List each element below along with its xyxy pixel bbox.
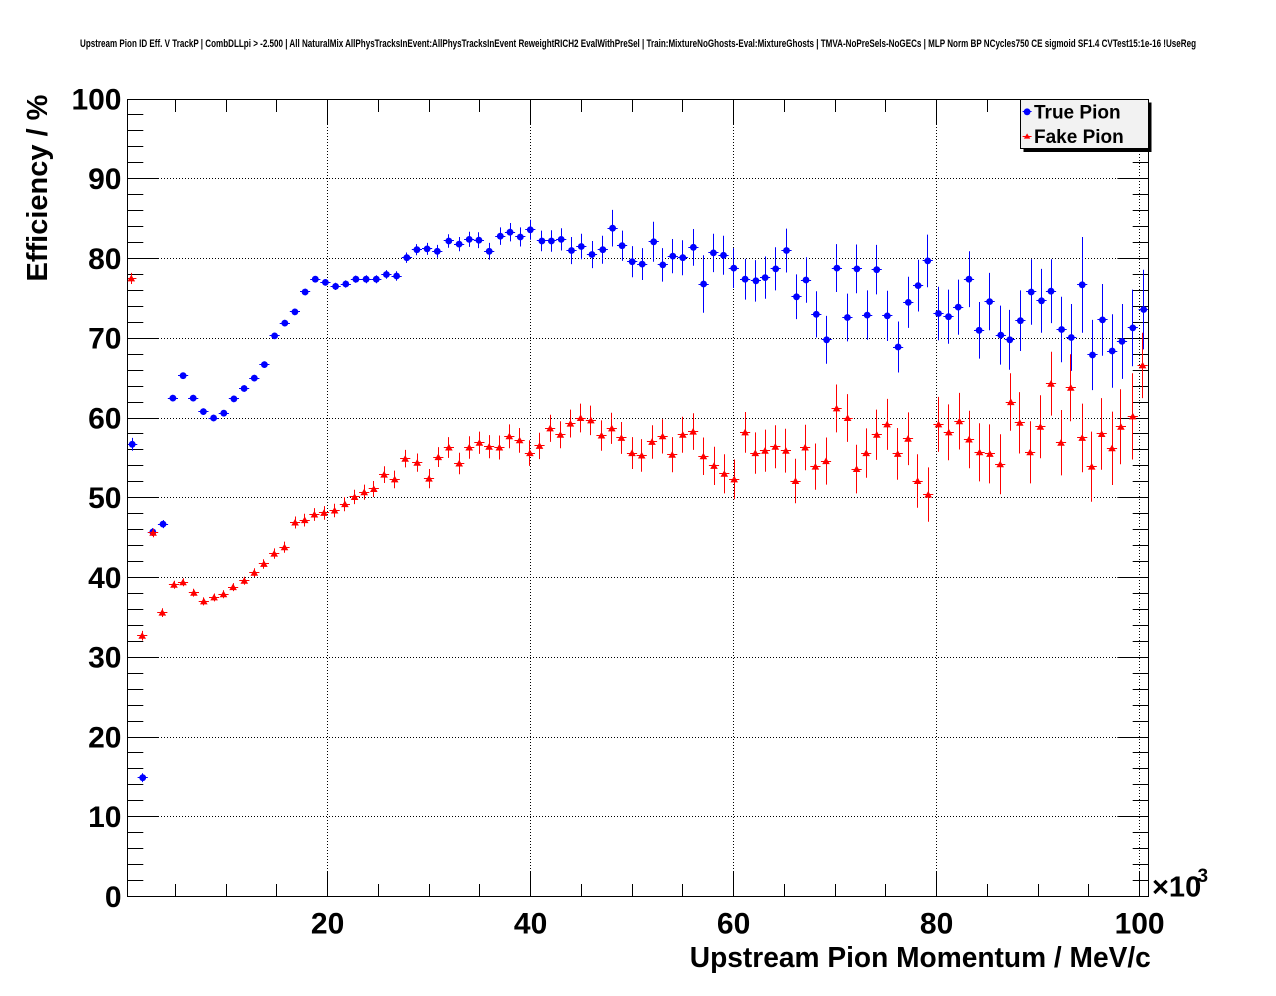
svg-text:80: 80	[920, 908, 953, 941]
svg-text:80: 80	[88, 243, 121, 276]
svg-text:20: 20	[311, 908, 344, 941]
svg-text:Fake Pion: Fake Pion	[1034, 127, 1124, 148]
svg-text:30: 30	[88, 642, 121, 675]
svg-text:3: 3	[1198, 866, 1209, 887]
svg-text:90: 90	[88, 163, 121, 196]
svg-text:60: 60	[88, 402, 121, 435]
svg-text:Upstream Pion Momentum / MeV/c: Upstream Pion Momentum / MeV/c	[690, 942, 1151, 974]
svg-text:40: 40	[88, 562, 121, 595]
svg-text:50: 50	[88, 482, 121, 515]
svg-text:10: 10	[88, 801, 121, 834]
svg-text:True Pion: True Pion	[1034, 103, 1121, 124]
svg-text:70: 70	[88, 323, 121, 356]
svg-text:Efficiency / %: Efficiency / %	[22, 94, 54, 281]
svg-text:×10: ×10	[1152, 872, 1201, 904]
svg-text:0: 0	[105, 881, 122, 914]
svg-text:60: 60	[717, 908, 750, 941]
svg-text:100: 100	[71, 83, 121, 116]
svg-text:Upstream Pion ID Eff. V TrackP: Upstream Pion ID Eff. V TrackP | CombDLL…	[80, 38, 1196, 50]
svg-text:100: 100	[1115, 908, 1165, 941]
svg-text:20: 20	[88, 721, 121, 754]
svg-text:40: 40	[514, 908, 547, 941]
